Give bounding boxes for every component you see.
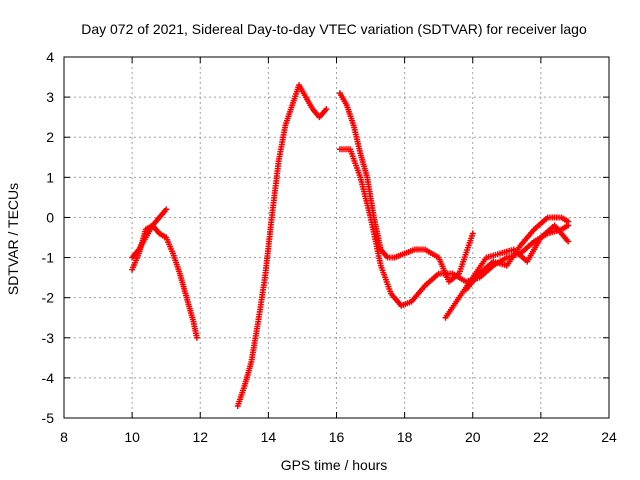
data-point xyxy=(323,106,330,113)
y-axis-title: SDTVAR / TECUs xyxy=(5,183,21,295)
data-point xyxy=(565,238,572,245)
x-tick-label: 18 xyxy=(397,429,413,445)
x-axis-title: GPS time / hours xyxy=(281,457,388,473)
y-tick-label: 3 xyxy=(46,89,54,105)
series-layer xyxy=(129,82,572,409)
x-tick-label: 14 xyxy=(261,429,277,445)
series-arc-1b xyxy=(129,222,200,341)
y-tick-label: 2 xyxy=(46,129,54,145)
x-tick-label: 24 xyxy=(601,429,617,445)
series-arc-3a xyxy=(336,90,476,285)
data-point xyxy=(469,230,476,237)
y-tick-label: -2 xyxy=(42,290,55,306)
y-tick-label: -5 xyxy=(42,410,55,426)
y-tick-label: -3 xyxy=(42,330,55,346)
data-point xyxy=(163,206,170,213)
series-arc-5 xyxy=(462,214,572,293)
y-tick-label: 0 xyxy=(46,209,54,225)
x-tick-label: 22 xyxy=(533,429,549,445)
y-tick-label: -4 xyxy=(42,370,55,386)
data-point xyxy=(193,334,200,341)
y-tick-label: 1 xyxy=(46,169,54,185)
data-point xyxy=(565,218,572,225)
y-tick-label: 4 xyxy=(46,49,54,65)
x-tick-label: 12 xyxy=(192,429,208,445)
chart-title: Day 072 of 2021, Sidereal Day-to-day VTE… xyxy=(81,21,587,37)
x-tick-label: 20 xyxy=(465,429,481,445)
x-tick-label: 10 xyxy=(124,429,140,445)
series-arc-2 xyxy=(234,82,330,409)
x-tick-label: 8 xyxy=(60,429,68,445)
x-tick-label: 16 xyxy=(329,429,345,445)
y-tick-label: -1 xyxy=(42,250,55,266)
